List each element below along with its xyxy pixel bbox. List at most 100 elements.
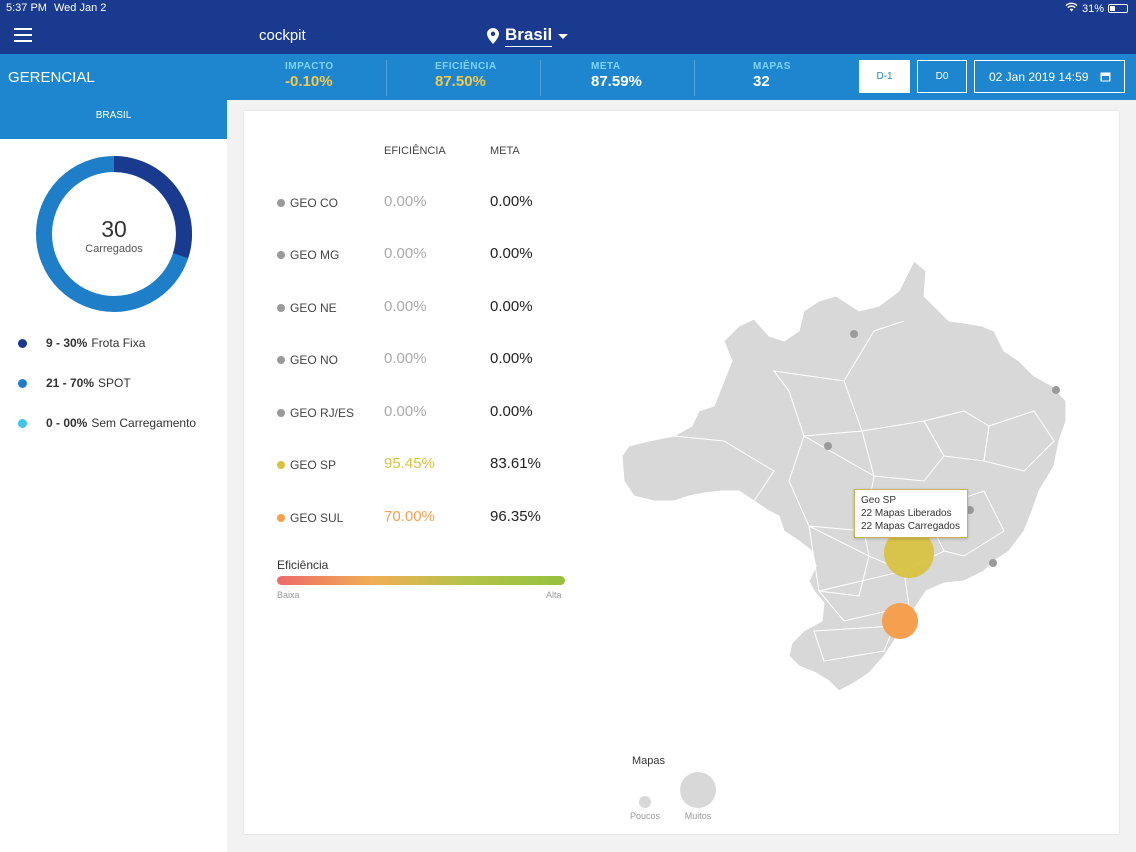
tooltip-line-liberados: 22 Mapas Liberados — [861, 508, 952, 519]
region-marker-ne[interactable] — [1052, 386, 1060, 394]
row-name: GEO CO — [277, 196, 338, 210]
column-header-meta: META — [490, 145, 520, 157]
row-dot — [277, 304, 285, 312]
donut-chart: 30 Carregados — [36, 156, 192, 312]
legend-item-sem-carregamento: 0 - 00% Sem Carregamento — [18, 416, 196, 430]
row-eficiencia: 0.00% — [384, 350, 427, 367]
kpi-label: IMPACTO — [285, 61, 334, 72]
legend-count: 21 - 70% — [46, 376, 95, 390]
table-row[interactable]: GEO RJ/ES 0.00% 0.00% — [244, 403, 564, 423]
row-label: GEO NO — [290, 353, 339, 367]
kpi-bar: GERENCIAL IMPACTO -0.10% EFICIÊNCIA 87.5… — [0, 54, 1136, 100]
region-marker-no[interactable] — [850, 330, 858, 338]
legend-circle-small — [639, 796, 652, 808]
row-name: GEO RJ/ES — [277, 406, 354, 420]
legend-item-spot: 21 - 70% SPOT — [18, 376, 131, 390]
kpi-mapas: MAPAS 32 — [753, 61, 791, 90]
kpi-value: 87.59% — [591, 73, 642, 90]
kpi-label: EFICIÊNCIA — [435, 61, 497, 72]
row-label: GEO NE — [290, 301, 337, 315]
row-dot — [277, 514, 285, 522]
row-eficiencia: 95.45% — [384, 455, 435, 472]
sidebar: BRASIL 30 Carregados 9 - 30% Frota Fixa … — [0, 100, 227, 852]
d0-button[interactable]: D0 — [917, 60, 967, 93]
main-card: EFICIÊNCIA META GEO CO 0.00% 0.00% GEO M… — [244, 111, 1119, 834]
kpi-divider — [540, 60, 541, 96]
legend-label: Sem Carregamento — [91, 416, 197, 430]
status-date: Wed Jan 2 — [54, 2, 107, 14]
kpi-value: 87.50% — [435, 73, 486, 90]
legend-label-large: Muitos — [684, 811, 712, 821]
menu-icon[interactable] — [14, 28, 32, 42]
section-title: GERENCIAL — [8, 69, 95, 86]
row-dot — [277, 461, 285, 469]
map-legend-large: Muitos — [680, 772, 716, 821]
table-row[interactable]: GEO CO 0.00% 0.00% — [244, 193, 564, 213]
row-name: GEO NE — [277, 301, 337, 315]
row-label: GEO SUL — [290, 511, 344, 525]
kpi-meta: META 87.59% — [591, 61, 642, 90]
status-bar: 5:37 PM Wed Jan 2 31% — [0, 0, 1136, 16]
row-meta: 0.00% — [490, 193, 533, 210]
kpi-divider — [386, 60, 387, 96]
tooltip-title: Geo SP — [861, 495, 897, 506]
kpi-divider — [694, 60, 695, 96]
region-label: Brasil — [505, 25, 553, 47]
legend-item-frota-fixa: 9 - 30% Frota Fixa — [18, 336, 145, 350]
battery-icon — [1108, 4, 1128, 13]
kpi-value: 32 — [753, 73, 770, 90]
donut-label: Carregados — [85, 243, 143, 255]
row-dot — [277, 199, 285, 207]
legend-circle-large — [680, 772, 716, 808]
table-row[interactable]: GEO SUL 70.00% 96.35% — [244, 508, 564, 528]
row-dot — [277, 356, 285, 364]
brazil-map[interactable] — [604, 211, 1104, 711]
region-marker-rjes[interactable] — [989, 559, 997, 567]
battery-percent: 31% — [1081, 2, 1104, 15]
d-minus-1-button[interactable]: D-1 — [859, 60, 910, 93]
row-eficiencia: 0.00% — [384, 193, 427, 210]
table-row[interactable]: GEO MG 0.00% 0.00% — [244, 245, 564, 265]
donut-segment-frota-fixa — [113, 156, 192, 259]
table-row[interactable]: GEO NE 0.00% 0.00% — [244, 298, 564, 318]
row-name: GEO NO — [277, 353, 338, 367]
row-label: GEO CO — [290, 196, 339, 210]
row-dot — [277, 251, 285, 259]
region-selector[interactable]: Brasil — [487, 25, 569, 47]
legend-label-small: Poucos — [630, 811, 661, 821]
date-picker-value: 02 Jan 2019 14:59 — [989, 69, 1089, 84]
region-marker-co[interactable] — [824, 442, 832, 450]
row-eficiencia: 70.00% — [384, 508, 435, 525]
row-dot — [277, 409, 285, 417]
kpi-eficiencia: EFICIÊNCIA 87.50% — [435, 61, 497, 90]
scale-high-label: Alta — [546, 590, 562, 600]
legend-dot — [18, 418, 27, 428]
date-picker-button[interactable]: 02 Jan 2019 14:59 — [974, 60, 1125, 93]
region-marker-sul[interactable] — [882, 603, 918, 639]
region-marker-sp[interactable] — [884, 528, 934, 578]
tab-brasil[interactable]: BRASIL — [0, 100, 227, 139]
kpi-impacto: IMPACTO -0.10% — [285, 61, 334, 90]
region-marker-mg[interactable] — [966, 506, 974, 514]
donut-center: 30 Carregados — [36, 156, 192, 312]
table-row[interactable]: GEO NO 0.00% 0.00% — [244, 350, 564, 370]
efficiency-scale-bar — [277, 576, 565, 585]
row-meta: 0.00% — [490, 298, 533, 315]
table-row[interactable]: GEO SP 95.45% 83.61% — [244, 455, 564, 475]
chevron-down-icon — [558, 33, 569, 39]
legend-dot — [18, 378, 27, 388]
row-name: GEO SP — [277, 458, 336, 472]
row-meta: 83.61% — [490, 455, 541, 472]
kpi-value: -0.10% — [285, 73, 333, 90]
row-label: GEO SP — [290, 458, 337, 472]
row-eficiencia: 0.00% — [384, 245, 427, 262]
legend-count: 0 - 00% — [46, 416, 88, 430]
row-label: GEO MG — [290, 248, 340, 262]
kpi-label: MAPAS — [753, 61, 791, 72]
legend-label: SPOT — [98, 376, 131, 390]
status-right: 31% — [1065, 2, 1128, 15]
top-navbar: cockpit Brasil — [0, 16, 1136, 54]
row-name: GEO MG — [277, 248, 339, 262]
row-name: GEO SUL — [277, 511, 343, 525]
row-meta: 0.00% — [490, 245, 533, 262]
